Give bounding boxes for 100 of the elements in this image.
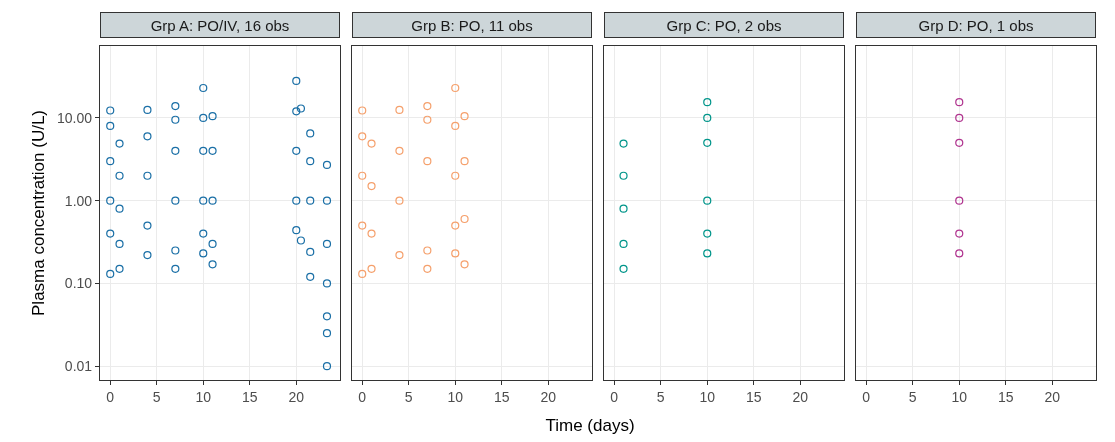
- point: [106, 269, 115, 279]
- point: [199, 113, 208, 123]
- point: [423, 115, 432, 124]
- point: [322, 329, 332, 338]
- point: [171, 196, 180, 205]
- chart-title: Grp A: PO/IV, 16 obs: [100, 12, 340, 38]
- point: [208, 112, 217, 121]
- x-tick-label: 0: [358, 388, 367, 405]
- point: [358, 171, 367, 180]
- point: [106, 121, 115, 131]
- x-tick-label: 5: [152, 388, 161, 405]
- y-tick-label: 10.00: [57, 109, 93, 126]
- point: [955, 138, 964, 147]
- point: [703, 229, 712, 238]
- point: [292, 76, 301, 86]
- point: [143, 171, 152, 180]
- point: [292, 196, 301, 205]
- y-tick-label: 0.01: [64, 358, 93, 375]
- x-tick-label: 20: [792, 388, 809, 405]
- point: [208, 260, 217, 269]
- point: [115, 171, 124, 180]
- x-tick-label: 10: [699, 388, 716, 405]
- point: [115, 204, 124, 213]
- point: [322, 239, 332, 249]
- point: [703, 196, 712, 205]
- chart-title: Grp D: PO, 1 obs: [856, 12, 1096, 38]
- point: [955, 113, 964, 123]
- point: [358, 269, 367, 279]
- point: [703, 249, 712, 258]
- point: [955, 196, 964, 205]
- point: [199, 229, 208, 238]
- point: [322, 196, 332, 205]
- x-tick-label: 20: [288, 388, 305, 405]
- point: [955, 249, 964, 258]
- point: [106, 106, 115, 115]
- point: [322, 312, 332, 321]
- point: [306, 247, 315, 257]
- x-tick-label: 0: [610, 388, 619, 405]
- point: [451, 249, 460, 258]
- point: [619, 139, 628, 148]
- point: [171, 246, 180, 255]
- x-tick-label: 5: [404, 388, 413, 405]
- point: [208, 196, 217, 205]
- point: [115, 239, 124, 249]
- x-tick-label: 0: [106, 388, 115, 405]
- point: [367, 229, 376, 238]
- point: [703, 98, 712, 107]
- point: [703, 138, 712, 147]
- x-tick-label: 15: [493, 388, 510, 405]
- point: [306, 196, 315, 205]
- x-tick-label: 10: [447, 388, 464, 405]
- point: [322, 279, 332, 288]
- point: [619, 171, 628, 180]
- x-tick-label: 10: [195, 388, 212, 405]
- point: [143, 250, 152, 260]
- point: [292, 226, 301, 235]
- point: [106, 229, 115, 238]
- point: [619, 239, 628, 249]
- point: [208, 146, 217, 155]
- point: [143, 132, 152, 141]
- point: [306, 272, 315, 281]
- x-tick-label: 20: [1044, 388, 1061, 405]
- point: [171, 146, 180, 155]
- y-axis-title: Plasma concentration (U/L): [28, 110, 48, 316]
- point: [423, 264, 432, 273]
- point: [199, 83, 208, 93]
- point: [451, 121, 460, 131]
- point: [143, 221, 152, 230]
- point: [395, 196, 404, 205]
- point: [296, 236, 306, 245]
- point: [451, 221, 460, 230]
- y-tick-label: 1.00: [64, 192, 93, 209]
- point: [703, 113, 712, 123]
- point: [460, 260, 469, 269]
- point: [292, 107, 301, 116]
- point: [955, 98, 964, 107]
- point: [460, 112, 469, 121]
- point: [358, 106, 367, 115]
- point: [367, 139, 376, 148]
- point: [199, 146, 208, 155]
- point: [423, 246, 432, 255]
- point: [367, 264, 376, 273]
- x-tick-label: 0: [862, 388, 871, 405]
- x-tick-label: 15: [745, 388, 762, 405]
- x-tick-label: 5: [656, 388, 665, 405]
- point: [451, 171, 460, 180]
- y-tick-label: 0.10: [64, 275, 93, 292]
- point: [619, 204, 628, 213]
- point: [395, 105, 404, 114]
- point: [199, 249, 208, 258]
- x-axis-title: Time (days): [544, 416, 636, 436]
- point: [115, 264, 124, 273]
- point: [460, 157, 469, 166]
- x-tick-label: 10: [951, 388, 968, 405]
- x-tick-label: 20: [540, 388, 557, 405]
- x-tick-label: 15: [241, 388, 258, 405]
- point: [322, 160, 332, 170]
- point: [208, 239, 217, 249]
- point: [171, 115, 180, 124]
- point: [423, 101, 432, 111]
